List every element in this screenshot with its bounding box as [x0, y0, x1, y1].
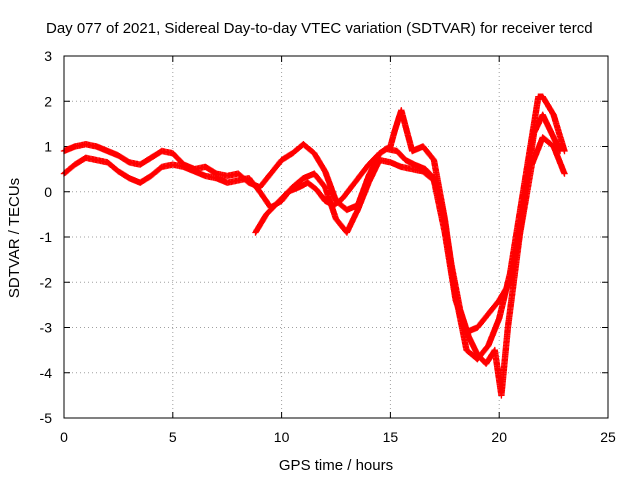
- series-track-a: [60, 93, 568, 363]
- y-axis-label: SDTVAR / TECUs: [6, 178, 23, 298]
- point-markers: [252, 111, 564, 399]
- y-tick-label: -3: [40, 320, 53, 336]
- y-tick-label: 3: [44, 48, 52, 64]
- x-axis-label: GPS time / hours: [279, 457, 393, 474]
- grid: [64, 56, 608, 418]
- x-tick-label: 15: [383, 429, 399, 445]
- y-tick-label: 1: [44, 139, 52, 155]
- x-tick-label: 10: [274, 429, 290, 445]
- y-tick-label: -5: [40, 410, 53, 426]
- y-tick-label: -1: [40, 229, 53, 245]
- x-tick-label: 0: [60, 429, 68, 445]
- y-tick-label: 2: [44, 93, 52, 109]
- y-tick-label: -4: [40, 365, 53, 381]
- x-tick-labels: 0 5 10 15 20 25: [60, 429, 616, 445]
- plot-frame: [63, 55, 609, 419]
- y-tick-label: -2: [40, 274, 53, 290]
- y-tick-labels: -5 -4 -3 -2 -1 0 1 2 3: [40, 48, 53, 426]
- series-track-c: [252, 111, 564, 399]
- point-markers: [60, 93, 568, 363]
- chart-title: Day 077 of 2021, Sidereal Day-to-day VTE…: [46, 20, 593, 37]
- data-points: [60, 93, 568, 399]
- x-tick-label: 20: [491, 429, 507, 445]
- y-tick-label: 0: [44, 184, 52, 200]
- x-tick-label: 5: [169, 429, 177, 445]
- x-tick-label: 25: [600, 429, 616, 445]
